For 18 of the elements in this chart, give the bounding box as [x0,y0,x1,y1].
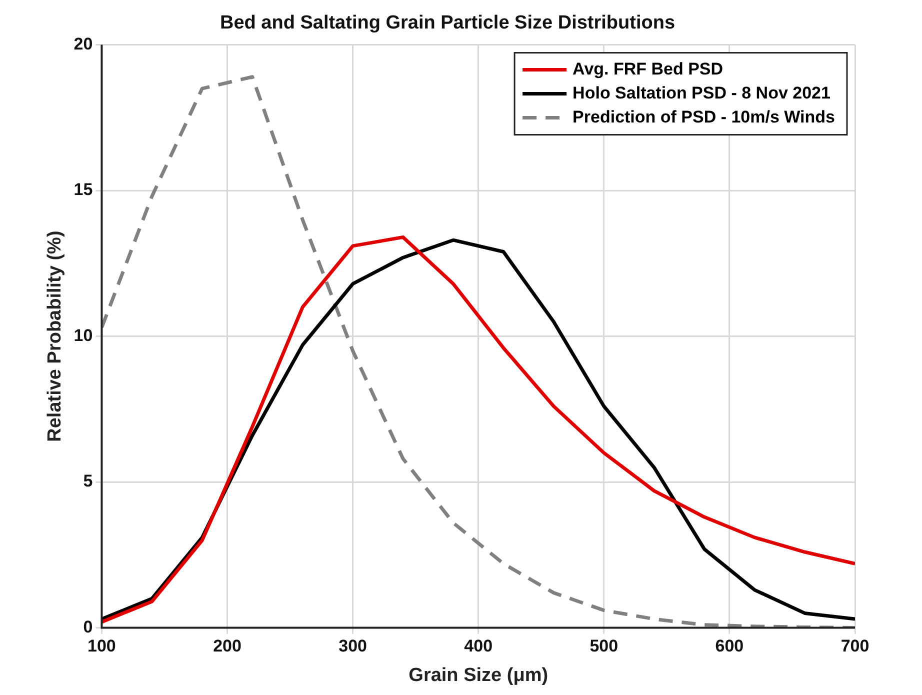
y-axis-title: Relative Probability (%) [44,230,66,442]
x-axis-title: Grain Size (μm) [408,664,548,686]
x-tick-label: 600 [715,636,744,656]
x-tick-label: 500 [590,636,618,656]
x-tick-label: 100 [88,636,116,656]
legend-label: Avg. FRF Bed PSD [572,59,724,78]
y-tick-label: 0 [83,617,93,636]
chart-title: Bed and Saltating Grain Particle Size Distributions [220,12,676,34]
y-tick-label: 10 [74,326,93,345]
legend-label: Holo Saltation PSD - 8 Nov 2021 [572,83,830,102]
y-tick-label: 5 [83,472,93,491]
legend-label: Prediction of PSD - 10m/s Winds [572,107,836,126]
x-tick-label: 400 [464,636,493,656]
x-tick-label: 300 [338,636,367,656]
x-tick-label: 700 [840,636,870,656]
y-tick-label: 15 [74,180,93,200]
x-tick-label: 200 [213,636,242,656]
y-tick-label: 20 [74,34,93,54]
